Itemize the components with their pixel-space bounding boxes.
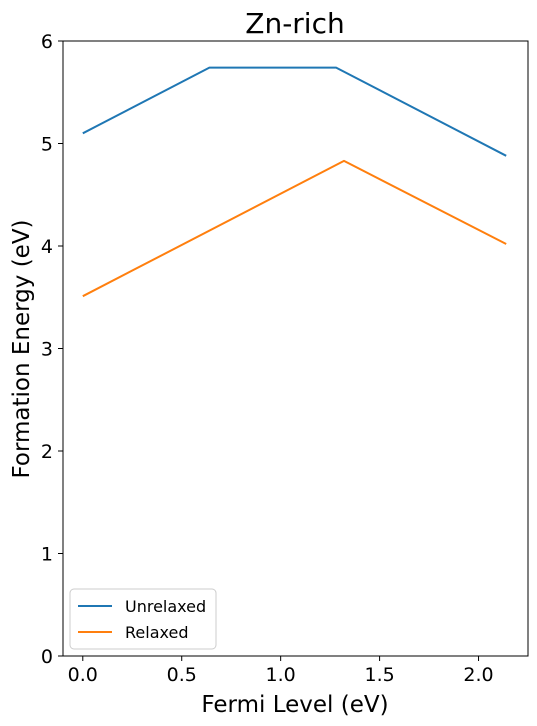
y-tick-label: 6 [41, 31, 53, 53]
x-tick-label: 2.0 [463, 664, 493, 686]
series-line-1 [82, 66, 507, 157]
x-tick-label: 1.5 [364, 664, 394, 686]
y-axis: 0 1 2 3 4 5 6 [41, 31, 63, 668]
y-tick-label: 5 [41, 134, 53, 156]
legend-label-1: Unrelaxed [125, 597, 206, 616]
y-tick-label: 1 [41, 544, 53, 566]
legend-box [69, 588, 217, 650]
legend-label-2: Relaxed [125, 623, 188, 642]
y-tick-label: 3 [41, 339, 53, 361]
x-axis-label: Fermi Level (eV) [201, 692, 388, 718]
y-tick-label: 0 [41, 646, 53, 668]
series-layer [82, 66, 507, 298]
plot-area [62, 40, 529, 657]
x-tick-label: 0.0 [68, 664, 98, 686]
x-tick-label: 0.5 [167, 664, 197, 686]
x-tick-label: 1.0 [266, 664, 296, 686]
legend: Unrelaxed Relaxed [69, 588, 217, 650]
y-axis-label: Formation Energy (eV) [9, 219, 35, 478]
y-tick-label: 4 [41, 236, 53, 258]
series-line-2 [82, 159, 507, 298]
plot-frame [62, 40, 529, 657]
y-tick-label: 2 [41, 441, 53, 463]
x-axis: 0.0 0.5 1.0 1.5 2.0 [68, 656, 494, 686]
chart-title: Zn-rich [245, 7, 344, 40]
